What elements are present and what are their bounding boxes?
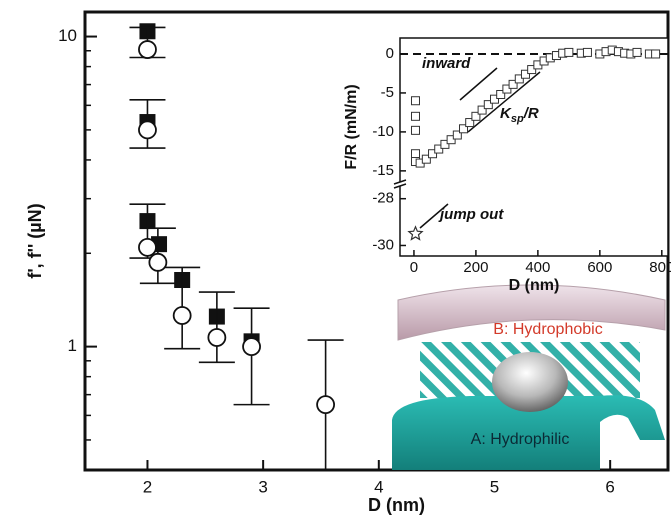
square-marker (514, 74, 524, 84)
inset-x-tick-label: 0 (410, 259, 418, 276)
y-tick-label: 10 (58, 26, 77, 45)
error-bar (233, 307, 270, 406)
annotation: jump out (438, 206, 504, 223)
square-marker (446, 135, 456, 145)
inset-x-tick-label: 600 (587, 259, 612, 276)
annotation: Ksp/R (500, 105, 539, 125)
inset-y-tick-label: 0 (386, 45, 394, 62)
inset-y-tick-label: -15 (372, 162, 394, 179)
inset-x-tick-label: 400 (525, 259, 550, 276)
square-marker (527, 65, 537, 75)
annotation-part: /R (523, 105, 539, 122)
ksp-line (467, 71, 541, 133)
axis-break-gap (394, 182, 406, 186)
x-tick-label: 5 (490, 477, 499, 496)
y-axis-label: f', f'' (µN) (25, 203, 45, 278)
inset-x-tick-label: 800 (649, 259, 671, 276)
square-marker (421, 154, 431, 164)
inward-arrow (459, 67, 498, 101)
inset-x-tick-label: 200 (463, 259, 488, 276)
inset-y-tick-label: -28 (372, 190, 394, 207)
x-tick-label: 6 (605, 477, 614, 496)
x-tick-label: 2 (143, 477, 152, 496)
x-tick-label: 3 (258, 477, 267, 496)
x-axis-label: D (nm) (368, 495, 425, 515)
square-marker (410, 125, 420, 135)
circle-marker (316, 395, 336, 415)
square-marker (465, 118, 475, 128)
plate-a-label: A: Hydrophilic (471, 431, 570, 448)
circle-marker (138, 237, 157, 257)
square-marker (564, 47, 574, 57)
circle-marker (138, 40, 157, 59)
square-marker (496, 89, 506, 99)
circle-marker (242, 337, 261, 357)
square-marker (632, 47, 642, 57)
square-marker (434, 144, 444, 154)
square-marker (651, 49, 661, 59)
annotation: inward (422, 55, 471, 72)
y-tick-label: 1 (68, 336, 77, 355)
plot-area (129, 23, 344, 470)
circle-marker (138, 120, 157, 140)
square-marker (483, 100, 493, 110)
jump-arrow (419, 203, 449, 229)
square-marker (582, 47, 592, 57)
inset-y-tick-label: -10 (372, 123, 394, 140)
diagram: B: Hydrophobic A: Hydrophilic (392, 284, 666, 470)
star-marker (407, 225, 424, 241)
inset-y-label: F/R (mN/m) (343, 84, 360, 169)
inset-x-label: D (nm) (509, 277, 560, 294)
square-marker (459, 124, 469, 134)
x-tick-label: 4 (374, 477, 383, 496)
square-marker (410, 149, 420, 159)
inset-y-tick-label: -30 (372, 236, 394, 253)
square-marker (520, 69, 530, 79)
circle-marker (207, 328, 227, 347)
plate-b (397, 284, 666, 341)
annotation-part: K (500, 105, 512, 122)
plate-b-label: B: Hydrophobic (493, 321, 602, 338)
square-marker (410, 96, 420, 106)
square-marker (440, 139, 450, 149)
annotation-sub: sp (511, 113, 524, 125)
square-marker (477, 105, 487, 115)
circle-marker (148, 252, 168, 272)
plate-a (392, 395, 665, 470)
axis-break (393, 179, 407, 189)
bubble (492, 352, 568, 412)
inset-y-tick-label: -5 (381, 84, 394, 101)
square-marker (410, 111, 420, 121)
square-marker (452, 130, 462, 140)
square-marker (508, 79, 518, 89)
square-marker (502, 84, 512, 94)
square-marker (428, 149, 438, 159)
square-marker (489, 94, 499, 104)
error-bar (198, 291, 235, 364)
square-marker (471, 111, 481, 121)
circle-marker (172, 306, 192, 325)
